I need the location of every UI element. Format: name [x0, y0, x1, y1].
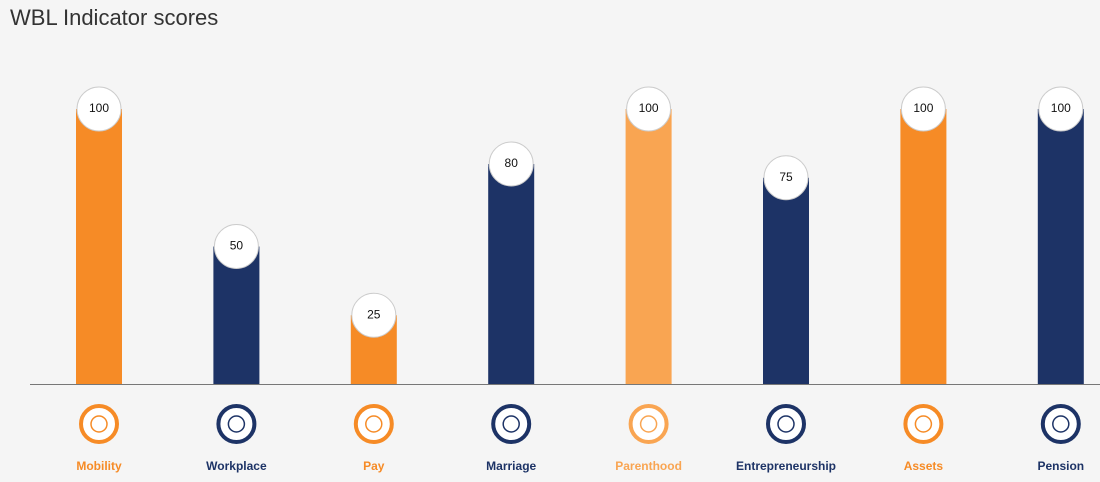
category-icon: [216, 404, 257, 444]
value-label: 50: [230, 239, 244, 253]
bar: [1037, 109, 1084, 384]
category-icon: [1040, 404, 1081, 444]
category-icon: [628, 404, 669, 444]
bar: [763, 177, 809, 384]
value-label-bubble: [900, 86, 946, 132]
x-tick-label: Marriage: [486, 459, 536, 473]
category-icon-glyph: [914, 415, 933, 433]
value-label-bubble: [488, 141, 534, 187]
value-label: 75: [779, 170, 793, 184]
value-label-bubble: [626, 86, 672, 132]
bar: [900, 109, 947, 384]
value-label: 100: [1051, 101, 1071, 115]
x-tick-label: Workplace: [206, 459, 267, 473]
x-tick-label: Entrepreneurship: [736, 459, 836, 473]
category-icon: [353, 404, 394, 444]
value-label: 100: [913, 101, 933, 115]
category-icon: [491, 404, 532, 444]
x-tick-label: Pay: [363, 459, 385, 473]
value-label: 25: [367, 307, 381, 321]
x-tick-label: Pension: [1037, 459, 1084, 473]
value-label-bubble: [76, 86, 122, 132]
category-icon-glyph: [639, 415, 658, 433]
value-label: 80: [505, 156, 519, 170]
category-icon: [903, 404, 944, 444]
bar: [213, 246, 260, 384]
value-label: 100: [639, 101, 659, 115]
x-tick-label: Assets: [904, 459, 944, 473]
category-icon-glyph: [90, 415, 108, 433]
bar: [76, 109, 122, 384]
category-icon-glyph: [777, 415, 795, 433]
category-icon-glyph: [227, 415, 246, 433]
category-icon-glyph: [1052, 415, 1070, 433]
category-icon-glyph: [365, 415, 383, 433]
category-icon: [766, 404, 806, 444]
value-label: 100: [89, 101, 109, 115]
category-icon-glyph: [502, 415, 520, 433]
category-icon: [79, 404, 119, 444]
bar: [625, 109, 672, 384]
chart-title: WBL Indicator scores: [10, 5, 218, 30]
value-label-bubble: [1038, 86, 1084, 132]
value-label-bubble: [763, 155, 809, 201]
value-label-bubble: [351, 292, 397, 338]
x-tick-label: Mobility: [76, 459, 122, 473]
value-label-bubble: [213, 224, 259, 269]
bar: [488, 164, 535, 384]
x-tick-label: Parenthood: [615, 459, 682, 473]
